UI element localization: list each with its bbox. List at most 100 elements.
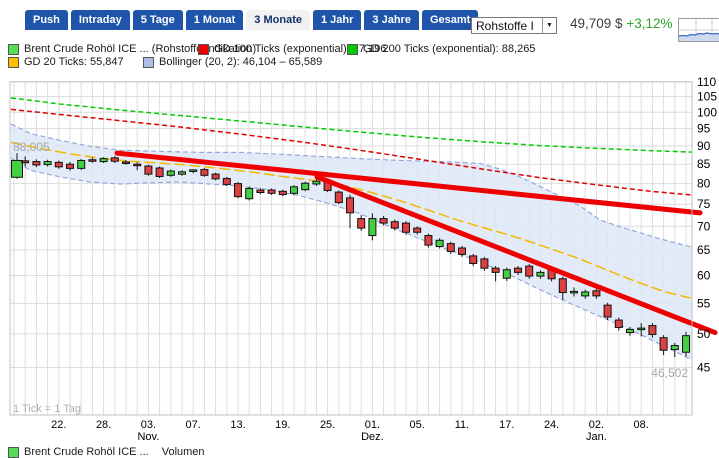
range-button-intraday[interactable]: Intraday [70,10,130,30]
candle-up [99,158,108,163]
candle-down [155,167,164,177]
y-axis-label: 45 [697,361,711,375]
candle-down [54,161,63,168]
candle-up [11,159,23,178]
legend-item-3: GD 200 Ticks (exponential): 88,265 [347,43,535,55]
candle-up [312,180,321,185]
candle-up [581,291,590,297]
y-axis-label: 110 [697,75,716,89]
quote-change: +3,12% [626,16,673,31]
y-axis-label: 75 [697,197,711,211]
price-annotation: 46,502 [651,366,688,380]
range-button-3-monate[interactable]: 3 Monate [246,10,310,30]
x-axis-label: 28. [96,419,111,431]
candle-up [682,335,690,353]
bollinger-band-fill [11,123,692,360]
candle-down [211,173,220,180]
candle-down [122,161,130,164]
candle-down [424,235,433,246]
candle-down [21,160,30,164]
y-axis-label: 105 [697,90,717,104]
candle-down [659,337,668,351]
x-axis-label: 01. [365,419,380,431]
x-axis-month-label: Dez. [361,431,384,443]
x-axis-label: 24. [544,419,559,431]
candle-up [178,171,186,175]
candle-down [379,218,388,224]
y-axis-label: 95 [697,122,711,136]
series-gd-100-ticks-exponential- [10,108,693,196]
legend-item-5-swatch [143,56,154,68]
range-button-1-monat[interactable]: 1 Monat [185,10,244,30]
x-axis-label: 07. [186,419,201,431]
candle-down [446,243,455,252]
x-axis-label: 02. [589,419,604,431]
trendline-2 [314,174,718,336]
bollinger-upper-line [10,123,693,248]
mini-chart-thumbnail[interactable] [678,18,719,42]
tick-note: 1 Tick = 1 Tag [13,403,81,415]
y-axis-label: 50 [697,327,711,341]
y-axis-label: 80 [697,177,711,191]
volume-legend-series: Volumen [161,446,205,458]
candle-down [144,165,153,175]
x-axis-label: 11. [455,419,469,431]
legend-item-4-label: GD 20 Ticks: 55,847 [24,56,124,68]
range-button-push[interactable]: Push [25,10,68,30]
volume-legend: Brent Crude Rohöl ICE ... Volumen [8,446,205,458]
x-axis-label: 17. [499,419,514,431]
candle-up [637,327,646,331]
candle-down [558,278,567,294]
y-axis-label: 60 [697,269,711,283]
y-axis-label: 100 [697,105,717,119]
instrument-dropdown-value: Rohstoffe I [476,18,534,33]
candle-down [267,189,276,194]
mini-sparkline [678,19,719,41]
candle-down [402,222,410,233]
candle-down [525,265,534,277]
candle-up [670,345,679,351]
candle-down [256,189,265,194]
legend-item-2-swatch [198,43,209,55]
candle-down [222,177,231,185]
y-axis-label: 65 [697,243,711,257]
bollinger-lower-line [10,157,693,361]
candle-down [110,157,119,162]
range-button-3-jahre[interactable]: 3 Jahre [364,10,419,30]
chevron-down-icon: ▼ [542,18,556,33]
candle-down [413,227,422,233]
legend-item-3-swatch [347,43,358,55]
x-axis-label: 05. [410,419,425,431]
legend-item-4-swatch [8,56,19,68]
candle-down [32,161,41,166]
quote: 49,709 $ +3,12% [570,16,673,31]
volume-legend-swatch [8,446,19,458]
candle-down [648,325,657,335]
range-button-gesamt[interactable]: Gesamt [421,10,479,30]
candle-up [189,169,198,172]
candle-down [480,258,489,269]
x-axis-label: 22. [51,419,66,431]
range-button-5-tage[interactable]: 5 Tage [132,10,183,30]
candle-down [491,267,500,273]
candle-up [536,271,545,277]
legend-item-4: GD 20 Ticks: 55,847 [8,56,124,68]
legend-item-2: GD 100 Ticks (exponential): 77,196 [198,43,386,55]
y-axis-label: 90 [697,139,711,153]
candle-up [77,159,86,169]
x-axis-month-label: Nov. [137,431,159,443]
quote-price: 49,709 $ [570,16,623,31]
candle-up [245,187,254,200]
range-button-1-jahr[interactable]: 1 Jahr [312,10,362,30]
candle-down [66,163,74,169]
series-gd-20-ticks [10,141,693,300]
range-button-bar: Push Intraday 5 Tage 1 Monat 3 Monate 1 Jahr 3… [25,10,479,30]
instrument-dropdown[interactable]: Rohstoffe I ▼ [471,17,557,34]
candle-down [603,304,612,318]
candle-down [346,197,354,214]
candle-down [514,267,522,273]
y-axis-label: 70 [697,219,711,233]
candle-up [626,328,634,334]
y-axis-label: 85 [697,157,711,171]
